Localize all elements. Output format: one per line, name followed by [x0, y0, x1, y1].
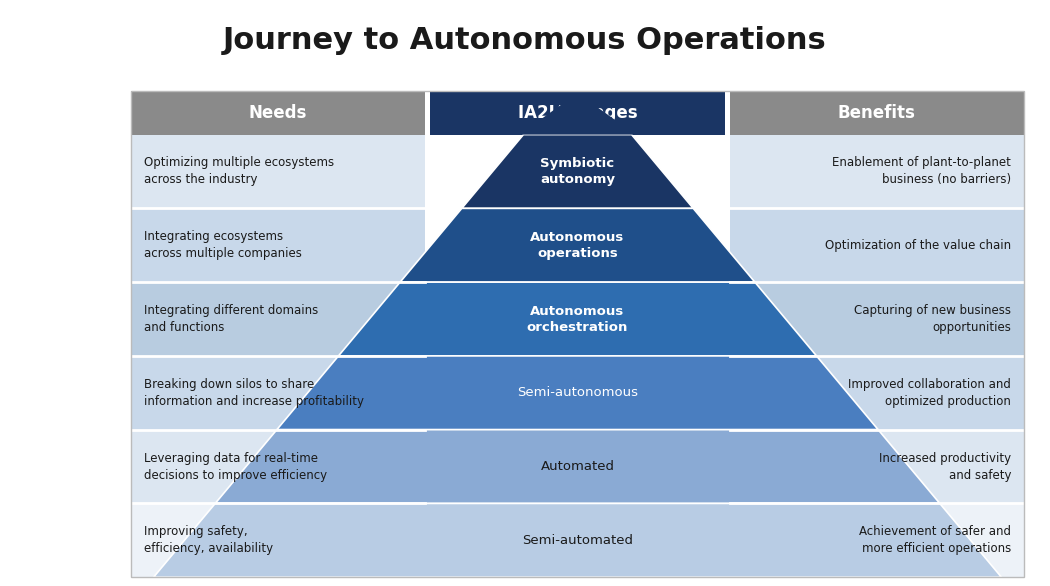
Text: Capturing of new business
opportunities: Capturing of new business opportunities [854, 304, 1011, 334]
Text: Needs: Needs [249, 104, 308, 122]
Text: Autonomous
operations: Autonomous operations [530, 231, 625, 260]
Polygon shape [153, 503, 1002, 577]
Text: Automated: Automated [541, 460, 614, 473]
Text: Breaking down silos to share
information and increase profitability: Breaking down silos to share information… [144, 378, 364, 408]
Text: Increased productivity
and safety: Increased productivity and safety [879, 452, 1011, 482]
Bar [730, 135, 1024, 209]
Text: Symbiotic
autonomy: Symbiotic autonomy [540, 157, 615, 186]
Bar [131, 282, 425, 356]
Text: Benefits: Benefits [838, 104, 916, 122]
Text: Autonomous
orchestration: Autonomous orchestration [527, 305, 628, 333]
Text: Integrating different domains
and functions: Integrating different domains and functi… [144, 304, 318, 334]
Bar [131, 503, 425, 577]
Text: Semi-autonomous: Semi-autonomous [517, 386, 638, 399]
Bar [430, 91, 724, 135]
Bar [730, 430, 1024, 503]
Polygon shape [277, 356, 878, 430]
Text: Integrating ecosystems
across multiple companies: Integrating ecosystems across multiple c… [144, 230, 301, 260]
Bar [131, 209, 425, 282]
Polygon shape [520, 93, 635, 135]
Bar [131, 356, 425, 430]
Bar [730, 209, 1024, 282]
Text: Achievement of safer and
more efficient operations: Achievement of safer and more efficient … [859, 525, 1011, 556]
Polygon shape [400, 209, 755, 282]
Bar [131, 135, 425, 209]
Text: Leveraging data for real-time
decisions to improve efficiency: Leveraging data for real-time decisions … [144, 452, 327, 482]
Bar [131, 135, 1024, 577]
Text: Semi-automated: Semi-automated [522, 534, 633, 547]
Bar [730, 503, 1024, 577]
Text: Improving safety,
efficiency, availability: Improving safety, efficiency, availabili… [144, 525, 273, 556]
Text: Enablement of plant-to-planet
business (no barriers): Enablement of plant-to-planet business (… [833, 156, 1011, 186]
Bar [730, 356, 1024, 430]
Polygon shape [215, 430, 940, 503]
Bar [131, 91, 425, 135]
Bar [730, 282, 1024, 356]
Text: Optimization of the value chain: Optimization of the value chain [825, 239, 1011, 252]
Bar [730, 91, 1024, 135]
Polygon shape [462, 135, 693, 209]
Text: IA2IA Stages: IA2IA Stages [518, 104, 637, 122]
Bar [131, 430, 425, 503]
Text: Improved collaboration and
optimized production: Improved collaboration and optimized pro… [848, 378, 1011, 408]
Polygon shape [338, 282, 817, 356]
Bar [131, 91, 1024, 577]
Text: Journey to Autonomous Operations: Journey to Autonomous Operations [223, 26, 827, 55]
Text: Optimizing multiple ecosystems
across the industry: Optimizing multiple ecosystems across th… [144, 156, 334, 186]
